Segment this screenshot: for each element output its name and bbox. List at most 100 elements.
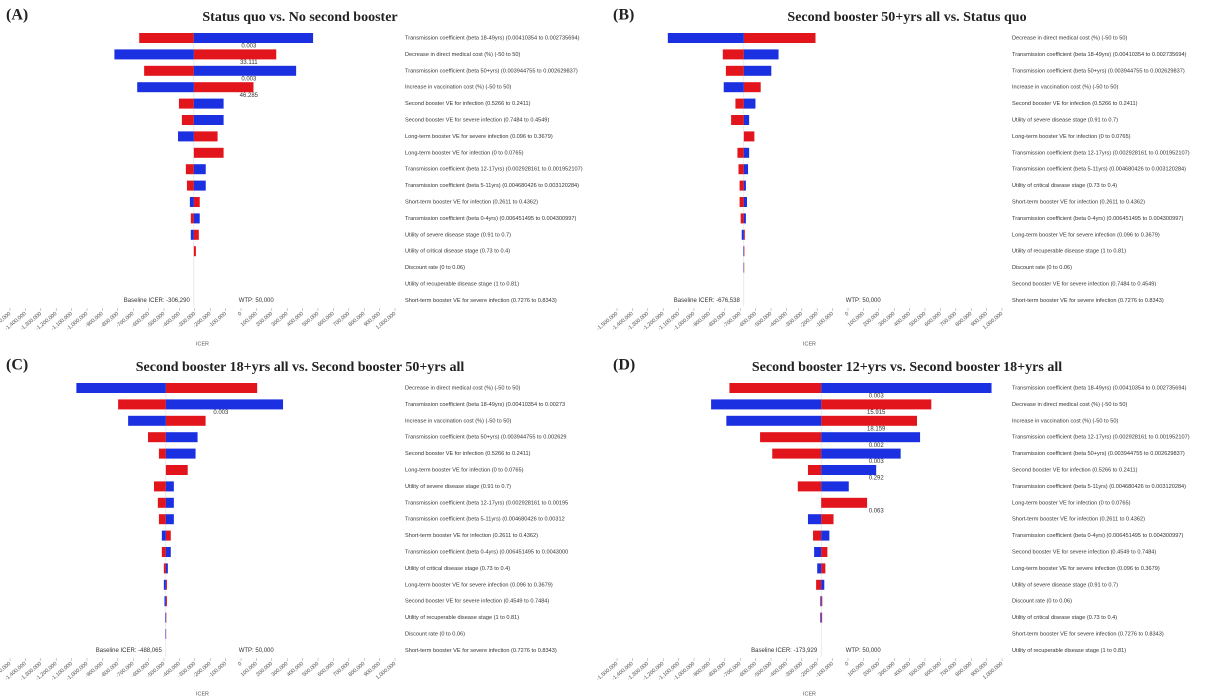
wtp-label: WTP: 50,000 — [239, 298, 275, 304]
parameter-label: Increase in vaccination cost (%) (-50 to… — [1012, 85, 1118, 91]
bar — [165, 596, 167, 607]
parameter-label: Utility of critical disease stage (0.73 … — [405, 249, 510, 255]
bar — [739, 180, 744, 191]
parameter-label: Short-term booster VE for infection (0.2… — [405, 199, 538, 205]
parameter-label: Transmission coefficient (beta 5-11yrs) … — [405, 517, 565, 523]
bar — [821, 465, 877, 475]
parameter-label: Second booster VE for severe infection (… — [405, 599, 549, 605]
bar — [735, 98, 744, 109]
bar — [743, 180, 746, 191]
bar-label: 0.003 — [869, 459, 885, 465]
bar — [189, 197, 194, 207]
bar — [743, 147, 750, 158]
parameter-label: Decrease in direct medical cost (%) (-50… — [1012, 35, 1127, 41]
bar — [164, 596, 166, 607]
bar — [821, 383, 992, 393]
bar — [165, 415, 206, 426]
bar — [158, 514, 166, 525]
bar — [821, 563, 826, 574]
parameter-label: Increase in vaccination cost (%) (-50 to… — [1012, 418, 1118, 424]
bar — [76, 383, 166, 393]
bar — [158, 448, 166, 459]
bar — [165, 612, 166, 623]
bar — [181, 115, 194, 125]
parameter-label: Transmission coefficient (beta 18-49yrs)… — [1012, 385, 1187, 391]
x-axis-label: ICER — [803, 341, 816, 347]
parameter-label: Transmission coefficient (beta 0-4yrs) (… — [1012, 216, 1183, 222]
bar — [722, 49, 744, 60]
bar — [743, 49, 779, 60]
bar-label: 0.003 — [241, 76, 257, 82]
bar — [165, 481, 174, 492]
parameter-label: Discount rate (0 to 0.06) — [405, 631, 465, 637]
parameter-label: Short-term booster VE for infection (0.2… — [1012, 517, 1145, 523]
bar — [821, 399, 932, 410]
bar — [185, 164, 194, 175]
parameter-label: Short-term booster VE for infection (0.2… — [405, 533, 538, 539]
chart-title: Second booster 18+yrs all vs. Second boo… — [136, 360, 465, 375]
parameter-label: Transmission coefficient (beta 12-17yrs)… — [1012, 150, 1190, 156]
bar — [157, 497, 166, 508]
parameter-label: Second booster VE for infection (0.5266 … — [1012, 467, 1138, 473]
parameter-label: Utility of recuperable disease stage (1 … — [1012, 648, 1126, 654]
bar — [165, 448, 196, 459]
bar — [738, 164, 744, 175]
x-axis-label: ICER — [196, 691, 209, 697]
parameter-label: Transmission coefficient (beta 50+yrs) (… — [1012, 451, 1185, 457]
bar — [161, 547, 166, 557]
bar — [163, 563, 166, 574]
bar-label: 46.285 — [240, 93, 259, 99]
bar — [193, 213, 200, 224]
parameter-label: Long-term booster VE for severe infectio… — [1012, 566, 1160, 572]
parameter-label: Utility of recuperable disease stage (1 … — [405, 281, 519, 287]
bar — [743, 229, 745, 240]
bar — [193, 115, 224, 125]
bar — [817, 563, 822, 574]
bar — [186, 180, 194, 191]
baseline-label: Baseline ICER: -306,290 — [124, 298, 191, 304]
parameter-label: Discount rate (0 to 0.06) — [405, 265, 465, 271]
bar-label: 0.002 — [869, 443, 885, 449]
parameter-label: Decrease in direct medical cost (%) (-50… — [405, 385, 520, 391]
bar — [821, 547, 828, 557]
bar — [193, 180, 206, 191]
baseline-label: Baseline ICER: -488,065 — [96, 648, 163, 654]
bar — [726, 415, 822, 426]
bar — [729, 383, 822, 393]
bar-label: 33.111 — [240, 60, 258, 66]
bar — [193, 246, 196, 257]
parameter-label: Transmission coefficient (beta 50+yrs) (… — [1012, 68, 1185, 74]
panel: (A) Status quo vs. No second booster Trans… — [0, 7, 583, 348]
parameter-label: Decrease in direct medical cost (%) (-50… — [1012, 402, 1127, 408]
parameter-label: Long-term booster VE for severe infectio… — [405, 134, 553, 140]
bar — [193, 98, 224, 109]
bar-label: 15.915 — [867, 410, 886, 416]
panel: (D) Second booster 12+yrs vs. Second boos… — [596, 357, 1190, 698]
parameter-label: Transmission coefficient (beta 5-11yrs) … — [405, 183, 579, 189]
parameter-label: Transmission coefficient (beta 5-11yrs) … — [1012, 484, 1186, 490]
parameter-label: Utility of critical disease stage (0.73 … — [405, 566, 510, 572]
bar — [813, 530, 822, 541]
x-tick-label: 0 — [844, 661, 850, 668]
bar — [165, 465, 188, 475]
parameter-label: Utility of critical disease stage (0.73 … — [1012, 615, 1117, 621]
bar — [820, 612, 822, 623]
bar — [193, 65, 297, 76]
bar — [165, 497, 174, 508]
parameter-label: Second booster VE for infection (0.5266 … — [405, 451, 531, 457]
bar — [821, 579, 825, 590]
bar — [711, 399, 822, 410]
x-axis-label: ICER — [196, 341, 209, 347]
bar — [193, 82, 254, 93]
bar-label: 0.292 — [869, 476, 885, 482]
parameter-label: Utility of severe disease stage (0.91 to… — [405, 484, 511, 490]
bar — [723, 82, 744, 93]
bar — [821, 514, 834, 525]
bar — [165, 579, 167, 590]
parameter-label: Utility of critical disease stage (0.73 … — [1012, 183, 1117, 189]
bar — [760, 432, 822, 443]
wtp-label: WTP: 50,000 — [846, 298, 882, 304]
bar — [190, 229, 194, 240]
bar-label: 0.003 — [869, 394, 885, 400]
bar — [165, 547, 171, 557]
